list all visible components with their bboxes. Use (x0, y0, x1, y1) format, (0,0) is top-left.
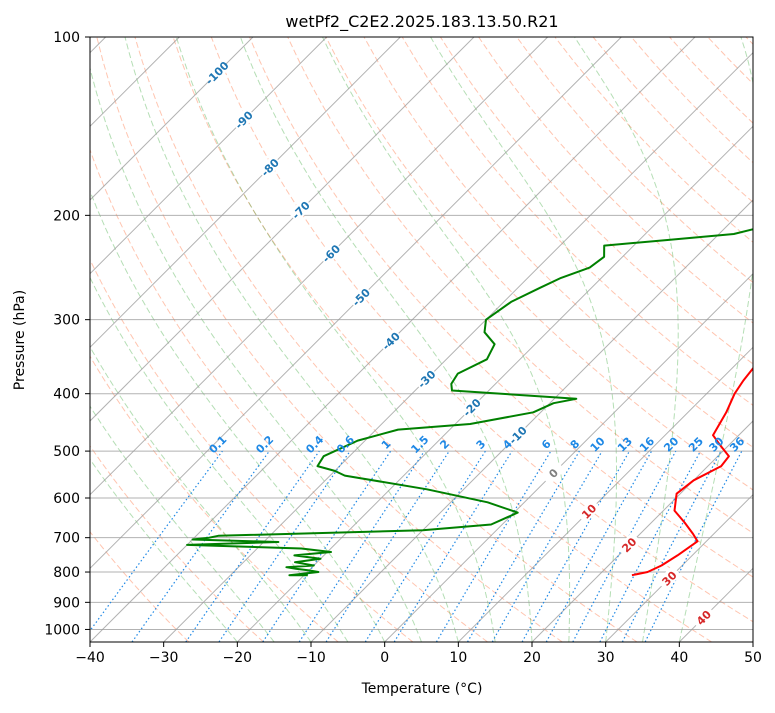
x-tick-label: −30 (149, 650, 179, 666)
y-tick-label: 200 (53, 208, 80, 224)
y-tick-label: 500 (53, 444, 80, 460)
x-tick-label: −10 (296, 650, 326, 666)
plot-background (90, 37, 753, 642)
y-tick-label: 1000 (44, 622, 80, 638)
x-tick-label: 50 (744, 650, 762, 666)
x-tick-label: −20 (223, 650, 253, 666)
x-axis-label: Temperature (°C) (361, 681, 483, 697)
y-tick-label: 900 (53, 595, 80, 611)
y-axis-label: Pressure (hPa) (12, 290, 28, 390)
x-tick-label: 10 (449, 650, 467, 666)
y-tick-label: 400 (53, 387, 80, 403)
y-tick-label: 800 (53, 565, 80, 581)
x-tick-label: 30 (597, 650, 615, 666)
y-tick-label: 600 (53, 491, 80, 507)
chart-title: wetPf2_C2E2.2025.183.13.50.R21 (285, 12, 558, 32)
y-tick-label: 100 (53, 30, 80, 46)
isotherm-line (753, 37, 775, 642)
x-tick-label: −40 (75, 650, 105, 666)
x-tick-label: 20 (523, 650, 541, 666)
x-tick-label: 40 (670, 650, 688, 666)
x-tick-label: 0 (380, 650, 389, 666)
y-tick-label: 700 (53, 531, 80, 547)
y-tick-label: 300 (53, 313, 80, 329)
